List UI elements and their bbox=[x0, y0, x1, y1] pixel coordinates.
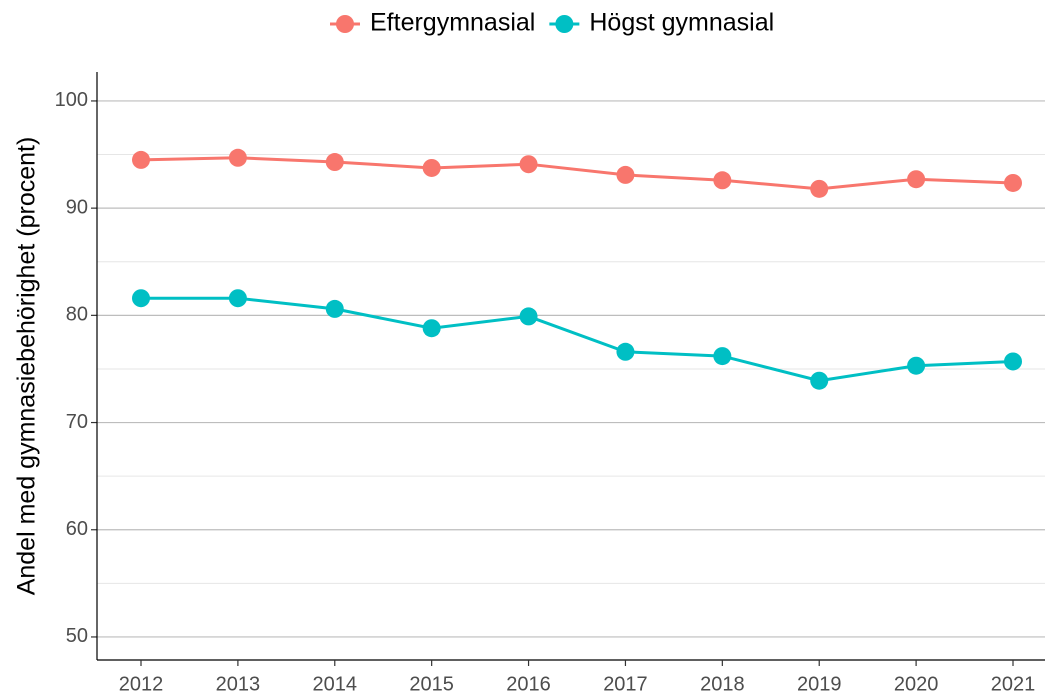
legend-label: Högst gymnasial bbox=[589, 9, 774, 37]
x-tick-label: 2014 bbox=[313, 673, 358, 695]
data-point bbox=[907, 170, 926, 189]
data-point bbox=[1004, 352, 1022, 371]
data-point bbox=[713, 171, 732, 190]
data-point bbox=[325, 299, 344, 318]
data-point bbox=[810, 179, 829, 198]
data-point bbox=[810, 371, 829, 390]
y-tick-label: 50 bbox=[66, 625, 88, 647]
data-point bbox=[616, 165, 635, 184]
data-point bbox=[519, 155, 538, 174]
data-point bbox=[228, 289, 247, 308]
x-tick-label: 2018 bbox=[700, 673, 745, 695]
legend-label: Eftergymnasial bbox=[370, 9, 535, 37]
x-tick-label: 2017 bbox=[603, 673, 648, 695]
x-tick-label: 2013 bbox=[216, 673, 261, 695]
data-point bbox=[132, 150, 150, 169]
data-point bbox=[616, 342, 635, 361]
data-point bbox=[228, 148, 247, 167]
y-tick-label: 70 bbox=[66, 411, 88, 433]
data-point bbox=[1004, 173, 1022, 192]
x-tick-label: 2019 bbox=[797, 673, 842, 695]
y-tick-label: 80 bbox=[66, 304, 88, 326]
data-point bbox=[422, 158, 441, 177]
series-line bbox=[141, 296, 1014, 383]
x-tick-label: 2021 bbox=[991, 673, 1036, 695]
data-point bbox=[132, 289, 150, 308]
y-axis-label: Andel med gymnasiebehörighet (procent) bbox=[13, 137, 41, 596]
data-point bbox=[519, 307, 538, 326]
data-point bbox=[907, 356, 926, 375]
x-tick-label: 2012 bbox=[119, 673, 164, 695]
legend-marker bbox=[336, 15, 354, 33]
series-line bbox=[140, 156, 1014, 191]
legend-marker bbox=[555, 15, 574, 33]
y-tick-label: 100 bbox=[55, 89, 88, 111]
y-tick-label: 90 bbox=[66, 196, 88, 218]
x-tick-label: 2015 bbox=[409, 673, 454, 695]
data-point bbox=[713, 347, 732, 366]
x-tick-label: 2020 bbox=[894, 673, 939, 695]
y-tick-label: 60 bbox=[66, 518, 88, 540]
x-tick-label: 2016 bbox=[506, 673, 551, 695]
data-point bbox=[422, 319, 441, 338]
data-point bbox=[325, 153, 344, 172]
